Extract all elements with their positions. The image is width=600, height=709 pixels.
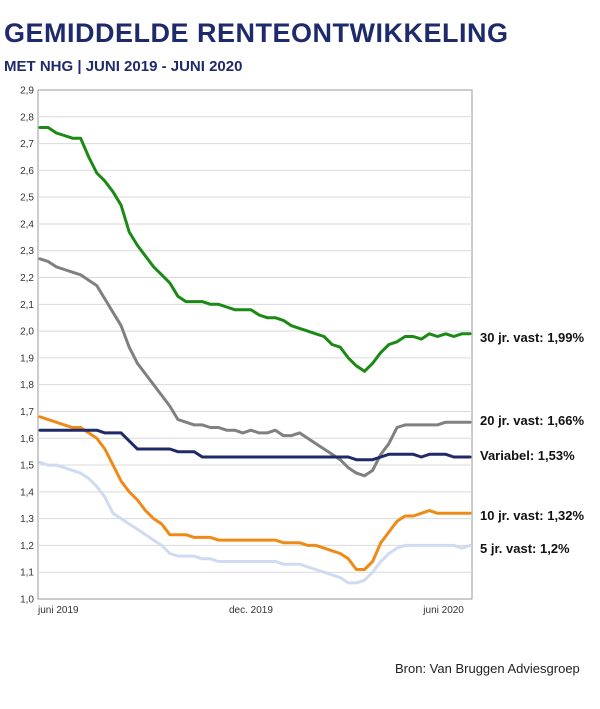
y-tick-label: 2,8 — [20, 112, 34, 123]
chart-title: GEMIDDELDE RENTEONTWIKKELING — [4, 18, 509, 48]
series-end-label: 20 jr. vast: 1,66% — [480, 413, 585, 428]
series-end-label: Variabel: 1,53% — [480, 448, 575, 463]
y-tick-label: 1,4 — [20, 487, 34, 498]
x-axis-ticks: juni 2019 dec. 2019 juni 2020 — [37, 605, 464, 616]
y-tick-label: 1,6 — [20, 434, 34, 445]
y-tick-label: 2,1 — [20, 300, 34, 311]
y-tick-label: 2,7 — [20, 139, 34, 150]
y-tick-label: 2,0 — [20, 327, 34, 338]
y-tick-label: 1,9 — [20, 353, 34, 364]
source-note: Bron: Van Bruggen Adviesgroep — [395, 661, 580, 676]
y-tick-label: 1,5 — [20, 461, 34, 472]
y-tick-label: 1,1 — [20, 568, 34, 579]
x-tick-label: dec. 2019 — [229, 605, 273, 616]
series-end-labels: 30 jr. vast: 1,99% 20 jr. vast: 1,66% Vari… — [480, 330, 585, 556]
y-tick-label: 2,6 — [20, 166, 34, 177]
series-line — [38, 126, 472, 373]
y-tick-label: 2,9 — [20, 86, 34, 97]
series-line — [38, 415, 472, 571]
y-tick-label: 1,2 — [20, 541, 34, 552]
series-lines — [38, 126, 472, 585]
series-end-label: 30 jr. vast: 1,99% — [480, 330, 585, 345]
y-tick-label: 1,8 — [20, 380, 34, 391]
series-end-label: 10 jr. vast: 1,32% — [480, 508, 585, 523]
y-tick-label: 1,0 — [20, 595, 34, 606]
series-line — [38, 257, 472, 478]
y-axis-ticks: 1,0 1,1 1,2 1,3 1,4 1,5 1,6 1,7 1,8 1,9 2,0 2,1 2,2 2… — [20, 86, 34, 606]
y-tick-label: 2,3 — [20, 246, 34, 257]
gridlines — [38, 116, 472, 573]
chart-subtitle: MET NHG | JUNI 2019 - JUNI 2020 — [4, 58, 243, 75]
x-tick-label: juni 2019 — [37, 605, 79, 616]
y-tick-label: 1,7 — [20, 407, 34, 418]
y-tick-label: 2,4 — [20, 219, 34, 230]
plot-area — [37, 89, 473, 600]
y-tick-label: 1,3 — [20, 514, 34, 525]
x-tick-label: juni 2020 — [422, 605, 464, 616]
series-line — [38, 428, 472, 462]
series-end-label: 5 jr. vast: 1,2% — [480, 541, 570, 556]
series-line — [38, 460, 472, 585]
y-tick-label: 2,2 — [20, 273, 34, 284]
y-tick-label: 2,5 — [20, 193, 34, 204]
